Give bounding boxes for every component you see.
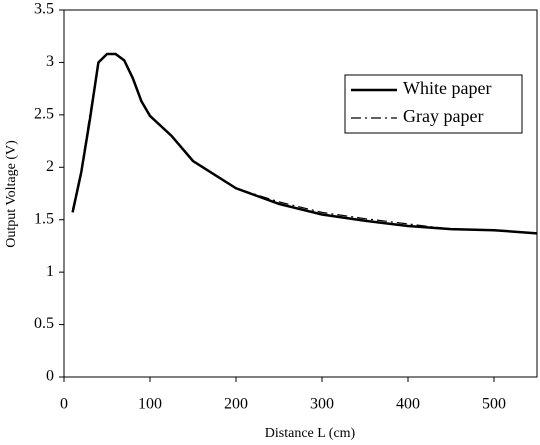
x-tick-label: 200: [224, 396, 248, 413]
y-tick-label: 3: [46, 53, 54, 70]
y-tick-label: 2.5: [34, 106, 54, 123]
legend-label: White paper: [403, 78, 491, 98]
x-tick-label: 300: [310, 396, 334, 413]
y-tick-label: 2: [46, 158, 54, 175]
x-tick-label: 400: [396, 396, 420, 413]
legend-box: [344, 74, 523, 134]
y-tick-label: 1.5: [34, 210, 54, 227]
y-axis-label: Output Voltage (V): [4, 140, 19, 248]
y-tick-label: 1: [46, 263, 54, 280]
x-tick-label: 100: [138, 396, 162, 413]
x-tick-label: 0: [60, 396, 68, 413]
y-tick-label: 0: [46, 368, 54, 385]
y-tick-label: 0.5: [34, 315, 54, 332]
x-tick-label: 500: [482, 396, 506, 413]
line-series: [71, 52, 538, 235]
legend-label: Gray paper: [403, 106, 483, 126]
plot-frame: [63, 9, 538, 378]
y-tick-label: 3.5: [34, 1, 54, 18]
x-axis-label: Distance L (cm): [265, 426, 356, 441]
line-series: [72, 53, 538, 234]
